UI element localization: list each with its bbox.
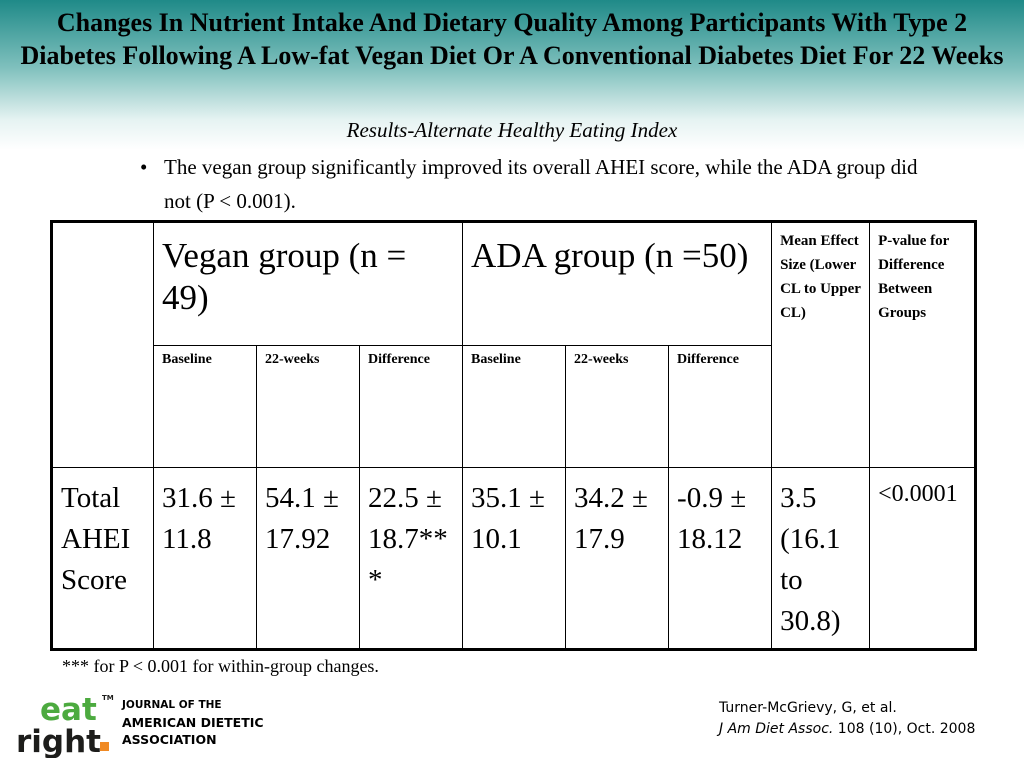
citation-source: J Am Diet Assoc. 108 (10), Oct. 2008 xyxy=(719,719,975,740)
citation: Turner-McGrievy, G, et al. J Am Diet Ass… xyxy=(719,698,975,740)
ada-22weeks-header: 22-weeks xyxy=(565,345,670,468)
vegan-22weeks-header: 22-weeks xyxy=(256,345,360,468)
slide-subtitle: Results-Alternate Healthy Eating Index xyxy=(346,118,678,142)
bullet-icon: • xyxy=(140,155,148,179)
journal-line-3: ASSOCIATION xyxy=(122,732,217,747)
p-value-header: P-value for Difference Between Groups xyxy=(869,221,977,468)
vegan-22weeks-value: 54.1 ± 17.92 xyxy=(256,467,360,650)
bullet-text: The vegan group significantly improved i… xyxy=(164,155,918,213)
logo-dot-icon xyxy=(100,742,109,751)
row-label: Total AHEI Score xyxy=(51,467,154,650)
bullet-point: • The vegan group significantly improved… xyxy=(140,150,940,218)
journal-line-1: JOURNAL OF THE xyxy=(122,699,222,711)
ada-group-header: ADA group (n =50) xyxy=(462,221,773,346)
table-row: Total AHEI Score 31.6 ± 11.8 54.1 ± 17.9… xyxy=(51,467,977,650)
citation-authors: Turner-McGrievy, G, et al. xyxy=(719,700,897,716)
effect-size-value: 3.5 (16.1 to 30.8) xyxy=(771,467,871,650)
logo-text-eat: eat xyxy=(40,692,97,728)
table-header-row: Vegan group (n = 49) ADA group (n =50) M… xyxy=(51,221,977,468)
vegan-baseline-value: 31.6 ± 11.8 xyxy=(153,467,257,650)
vegan-difference-header: Difference xyxy=(358,345,464,468)
table-footnote: *** for P < 0.001 for within-group chang… xyxy=(62,656,379,676)
logo-text-right: right xyxy=(16,724,101,758)
journal-name: JOURNAL OF THE AMERICAN DIETETIC ASSOCIA… xyxy=(122,697,264,748)
ada-difference-header: Difference xyxy=(668,345,773,468)
eat-right-logo: eat right TM xyxy=(16,692,114,758)
ada-baseline-value: 35.1 ± 10.1 xyxy=(462,467,567,650)
results-table: Vegan group (n = 49) ADA group (n =50) M… xyxy=(50,220,978,651)
effect-size-header: Mean Effect Size (Lower CL to Upper CL) xyxy=(771,221,871,468)
p-value-value: <0.0001 xyxy=(869,467,977,650)
vegan-baseline-header: Baseline xyxy=(153,345,257,468)
ada-baseline-header: Baseline xyxy=(462,345,567,468)
ada-22weeks-value: 34.2 ± 17.9 xyxy=(565,467,670,650)
journal-line-2: AMERICAN DIETETIC xyxy=(122,715,264,730)
header-background xyxy=(0,0,1024,150)
citation-details: 108 (10), Oct. 2008 xyxy=(833,721,976,737)
logo-trademark: TM xyxy=(102,694,114,702)
ada-difference-value: -0.9 ± 18.12 xyxy=(668,467,773,650)
empty-corner-cell xyxy=(51,221,154,468)
citation-journal: J Am Diet Assoc. xyxy=(719,721,834,737)
table-subheader-row: Baseline 22-weeks Difference Baseline 22… xyxy=(52,345,976,468)
slide-title: Changes In Nutrient Intake And Dietary Q… xyxy=(20,8,1004,70)
vegan-difference-value: 22.5 ± 18.7*** xyxy=(358,467,464,650)
vegan-group-header: Vegan group (n = 49) xyxy=(152,221,464,346)
